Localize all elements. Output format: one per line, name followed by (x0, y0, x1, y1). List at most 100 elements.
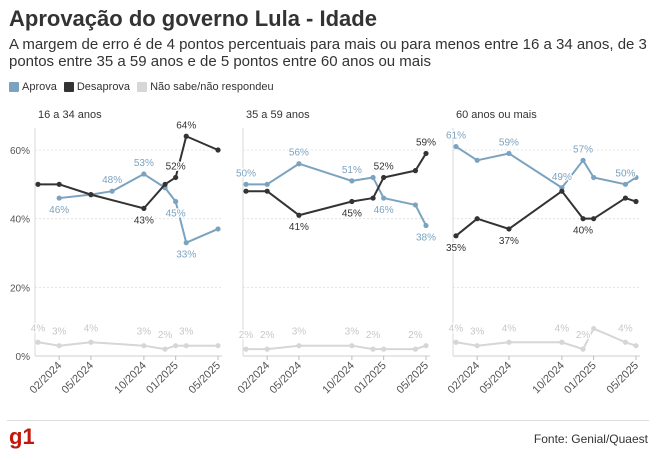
data-point (381, 174, 387, 181)
legend-swatch-aprova (9, 82, 19, 92)
data-label: 4% (618, 323, 633, 334)
data-point (453, 143, 459, 150)
data-label: 4% (84, 323, 99, 334)
legend-item-desaprova: Desaprova (63, 81, 131, 93)
data-label: 3% (345, 327, 360, 338)
data-point (215, 343, 221, 349)
data-label: 52% (374, 161, 394, 172)
legend-label-nao-sabe: Não sabe/não respondeu (150, 81, 274, 93)
data-point (412, 346, 419, 352)
data-label: 2% (408, 330, 423, 341)
data-point (109, 188, 115, 194)
data-point (580, 216, 586, 222)
legend: Aprova Desaprova Não sabe/não respondeu (9, 81, 274, 93)
data-label: 49% (552, 172, 572, 183)
data-label: 56% (289, 148, 309, 159)
data-point (633, 174, 639, 181)
x-tick-label: 01/2025 (144, 360, 181, 397)
data-point (88, 192, 94, 198)
data-label: 2% (366, 330, 381, 341)
legend-label-desaprova: Desaprova (76, 81, 131, 93)
data-label: 3% (179, 327, 194, 338)
data-label: 40% (573, 226, 593, 237)
data-label: 33% (176, 250, 196, 261)
data-point (296, 161, 302, 167)
data-label: 45% (342, 209, 362, 220)
data-label: 52% (166, 161, 186, 172)
data-point (381, 195, 387, 201)
data-point (183, 133, 189, 139)
chart-subtitle: A margem de erro é de 4 pontos percentua… (9, 36, 647, 70)
data-label: 3% (52, 327, 67, 338)
legend-item-aprova: Aprova (9, 81, 57, 93)
data-point (559, 339, 565, 345)
data-label: 35% (446, 243, 466, 254)
data-label: 4% (555, 323, 570, 334)
legend-item-nao-sabe: Não sabe/não respondeu (137, 81, 274, 93)
data-point (141, 205, 147, 211)
x-tick-label: 01/2025 (352, 360, 389, 397)
data-point (370, 195, 376, 201)
data-point (580, 157, 586, 163)
data-point (423, 150, 429, 157)
series-line-desaprova (455, 190, 637, 237)
x-tick-label: 05/2024 (59, 360, 96, 397)
data-point (370, 346, 376, 352)
data-label: 45% (166, 209, 186, 220)
data-point (622, 195, 629, 201)
data-point (215, 226, 221, 232)
series-line-desaprova (246, 152, 427, 217)
x-tick-label: 02/2024 (28, 360, 65, 397)
g1-logo-text: g1 (9, 424, 34, 449)
data-point (423, 343, 429, 349)
data-label: 57% (573, 144, 593, 155)
source-note: Fonte: Genial/Quaest (533, 432, 648, 446)
x-tick-label: 05/2025 (187, 360, 224, 397)
data-label: 53% (134, 158, 154, 169)
data-point (349, 198, 355, 205)
data-point (559, 188, 565, 194)
data-point (173, 343, 179, 349)
data-point (35, 339, 41, 345)
data-point (141, 343, 147, 349)
data-point (243, 346, 249, 352)
chart-title: Aprovação do governo Lula - Idade (9, 6, 377, 31)
series-line-desaprova (38, 135, 219, 210)
series-line-aprova (246, 162, 427, 226)
data-point (591, 325, 597, 332)
data-point (56, 181, 62, 187)
data-label: 2% (239, 330, 254, 341)
data-point (622, 181, 629, 187)
data-point (370, 174, 376, 181)
data-point (56, 343, 62, 349)
data-label: 3% (470, 327, 485, 338)
series-line-n-o-sabe-n-o-respondeu (455, 327, 637, 351)
data-point (173, 198, 179, 205)
g1-logo: g1 (9, 424, 34, 449)
data-point (296, 343, 302, 349)
data-point (183, 240, 189, 246)
data-point (580, 346, 586, 352)
x-tick-label: 05/2025 (395, 360, 432, 397)
panel-title: 35 a 59 anos (246, 109, 310, 121)
legend-swatch-desaprova (63, 82, 74, 92)
y-tick-label: 0% (16, 352, 31, 363)
data-label: 2% (576, 330, 591, 341)
data-label: 2% (260, 330, 275, 341)
data-point (412, 168, 419, 174)
data-label: 4% (502, 323, 517, 334)
series-line-n-o-sabe-n-o-respondeu (37, 341, 218, 351)
data-point (474, 157, 480, 163)
data-point (474, 343, 480, 349)
data-point (591, 216, 597, 222)
data-point (264, 346, 270, 352)
x-tick-label: 10/2024 (320, 360, 357, 397)
data-label: 46% (49, 205, 69, 216)
data-label: 3% (137, 327, 152, 338)
panel-title: 60 anos ou mais (456, 109, 537, 121)
data-label: 51% (342, 165, 362, 176)
